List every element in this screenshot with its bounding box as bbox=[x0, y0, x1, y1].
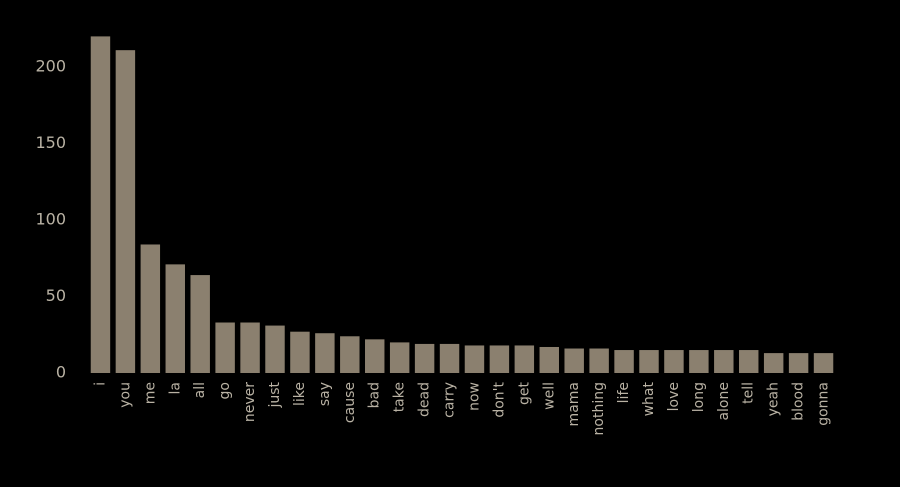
x-tick-label: like bbox=[292, 382, 308, 406]
bar bbox=[190, 275, 210, 373]
x-tick-label: yeah bbox=[766, 382, 782, 416]
x-tick-label: tell bbox=[741, 382, 757, 404]
x-tick-label: don't bbox=[491, 381, 507, 417]
x-tick-label: you bbox=[117, 382, 133, 408]
x-tick-label: get bbox=[516, 382, 532, 406]
y-tick-label: 0 bbox=[56, 363, 66, 382]
bar bbox=[514, 345, 535, 373]
bar bbox=[788, 353, 809, 373]
bar bbox=[340, 336, 360, 373]
bar bbox=[115, 50, 136, 374]
x-tick-label: say bbox=[317, 382, 333, 406]
x-tick-label: never bbox=[242, 382, 258, 422]
x-tick-label: well bbox=[541, 382, 557, 410]
x-tick-label: long bbox=[691, 382, 707, 412]
bar bbox=[539, 346, 559, 373]
bar bbox=[140, 244, 161, 373]
bar bbox=[290, 331, 310, 373]
x-tick-label: gonna bbox=[816, 382, 832, 426]
x-tick-label: mama bbox=[566, 382, 582, 426]
x-tick-label: now bbox=[466, 382, 482, 411]
x-tick-label: go bbox=[217, 382, 233, 399]
bar bbox=[365, 339, 385, 373]
bar bbox=[489, 345, 510, 373]
x-tick-label: alone bbox=[716, 382, 732, 421]
x-tick-label: carry bbox=[442, 382, 458, 418]
bar bbox=[240, 322, 260, 373]
bar bbox=[714, 350, 734, 373]
bar bbox=[389, 342, 410, 373]
bar bbox=[564, 348, 584, 373]
bar bbox=[165, 264, 185, 373]
y-tick-label: 150 bbox=[35, 133, 66, 152]
x-tick-label: me bbox=[142, 382, 158, 404]
x-tick-label: la bbox=[167, 382, 183, 394]
x-tick-label: take bbox=[392, 382, 408, 412]
x-tick-label: dead bbox=[417, 382, 433, 417]
bar bbox=[763, 353, 784, 373]
bar bbox=[664, 350, 684, 373]
bar bbox=[90, 36, 111, 374]
bar bbox=[315, 333, 335, 373]
x-tick-label: blood bbox=[791, 382, 807, 421]
bar bbox=[589, 348, 609, 373]
bar bbox=[739, 350, 759, 373]
x-tick-label: life bbox=[616, 382, 632, 403]
bar bbox=[215, 322, 235, 373]
y-tick-label: 100 bbox=[35, 210, 66, 229]
x-tick-label: bad bbox=[367, 382, 383, 408]
x-tick-label: all bbox=[192, 382, 208, 398]
bar bbox=[614, 350, 634, 373]
x-tick-label: cause bbox=[342, 382, 358, 423]
x-tick-label: just bbox=[267, 381, 283, 408]
bar bbox=[464, 345, 485, 373]
y-tick-label: 200 bbox=[35, 57, 66, 76]
bar bbox=[439, 343, 460, 373]
x-tick-label: i bbox=[92, 382, 108, 386]
bar bbox=[414, 343, 435, 373]
bar bbox=[813, 353, 834, 373]
x-tick-label: love bbox=[666, 382, 682, 411]
y-tick-label: 50 bbox=[46, 286, 66, 305]
bar bbox=[689, 350, 709, 373]
bar bbox=[639, 350, 659, 373]
x-tick-label: what bbox=[641, 382, 657, 417]
bar bbox=[265, 325, 285, 373]
x-tick-label: nothing bbox=[591, 382, 607, 435]
